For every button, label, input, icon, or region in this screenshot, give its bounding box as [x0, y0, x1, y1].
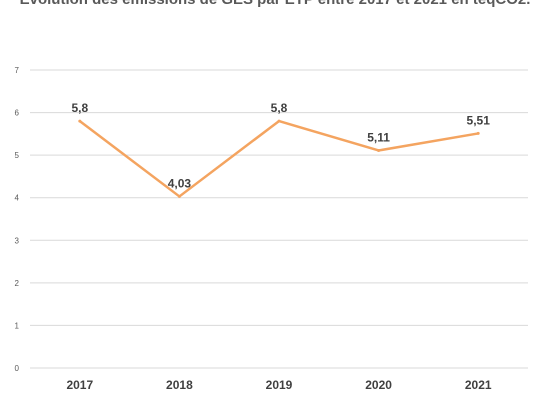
grid-lines [30, 69, 528, 369]
y-tick-label: 1 [15, 321, 20, 330]
data-label: 4,03 [168, 176, 192, 190]
y-tick-label: 4 [15, 194, 20, 203]
y-tick-label: 3 [15, 236, 20, 245]
x-axis-ticks: 2017 2018 2019 2020 2021 [66, 378, 491, 392]
data-point [277, 119, 281, 123]
data-point [476, 131, 480, 135]
data-point [377, 148, 381, 152]
x-tick-label: 2019 [266, 378, 293, 392]
x-tick-label: 2021 [465, 378, 492, 392]
data-label: 5,8 [271, 101, 288, 115]
y-tick-label: 5 [15, 151, 20, 160]
data-point [78, 119, 82, 123]
y-tick-label: 6 [15, 109, 20, 118]
y-tick-label: 0 [15, 364, 20, 373]
data-label: 5,8 [71, 101, 88, 115]
data-label: 5,51 [467, 113, 491, 127]
series-line [79, 119, 479, 198]
data-label: 5,11 [367, 130, 390, 144]
x-tick-label: 2020 [365, 378, 392, 392]
x-tick-label: 2017 [66, 378, 93, 392]
data-labels: 5,8 4,03 5,8 5,11 5,51 [71, 101, 490, 190]
y-tick-label: 2 [15, 279, 20, 288]
chart-title: Evolution des émissions de GES par ETP e… [0, 0, 550, 10]
x-tick-label: 2018 [166, 378, 193, 392]
y-tick-label: 7 [15, 66, 20, 75]
data-point [177, 194, 181, 198]
y-axis-ticks: 0 1 2 3 4 5 6 7 [15, 66, 20, 373]
series-line-group [78, 119, 480, 198]
